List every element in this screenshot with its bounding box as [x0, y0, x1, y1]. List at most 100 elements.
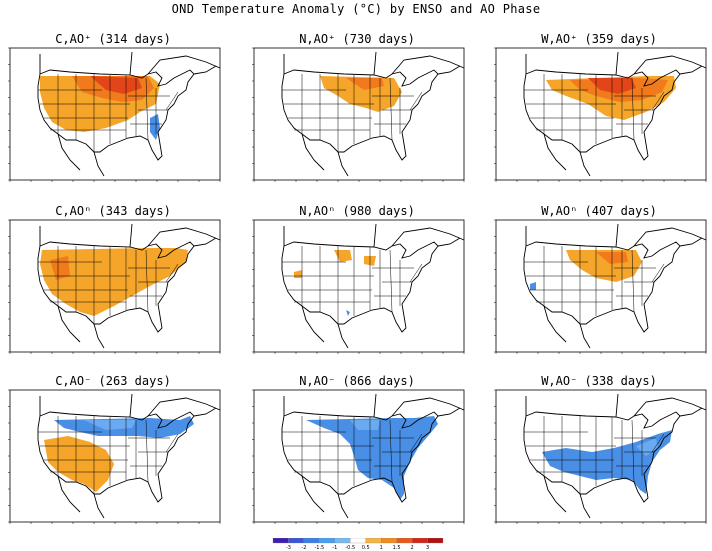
colorbar-swatch: [396, 538, 413, 544]
state-boundary: [389, 249, 393, 313]
colorbar-label: 1: [380, 545, 383, 550]
colorbar-swatch: [411, 538, 428, 544]
canada-border: [39, 51, 221, 76]
colorbar-label: 0.5: [362, 545, 370, 550]
state-boundary: [145, 77, 149, 141]
us-outline: [523, 69, 681, 161]
mexico-coast: [57, 475, 105, 519]
mexico-coast: [543, 475, 591, 519]
colorbar-swatch: [288, 538, 305, 544]
colorbar-swatch: [334, 538, 351, 544]
canada-border: [283, 393, 465, 418]
us-outline: [281, 69, 439, 161]
us-anomaly-map: [494, 389, 707, 524]
colorbar-swatch: [272, 538, 289, 544]
anomaly-region: [350, 420, 380, 430]
map-panel: N,AO⁻ (866 days): [248, 374, 466, 546]
map-panel: W,AO⁻ (338 days): [490, 374, 708, 546]
us-outline: [281, 411, 439, 503]
canada-border: [525, 51, 707, 76]
canada-border: [39, 223, 221, 248]
anomaly-region: [40, 248, 188, 316]
colorbar-swatch: [350, 538, 366, 544]
anomaly-region: [346, 310, 350, 316]
state-boundary: [389, 77, 393, 141]
colorbar-label: -0.5: [345, 545, 355, 550]
mexico-coast: [301, 475, 349, 519]
canada-border: [525, 393, 707, 418]
us-outline: [281, 241, 439, 333]
map-panel: C,AO⁻ (263 days): [4, 374, 222, 546]
anomaly-region: [90, 76, 142, 94]
panel-title: C,AO⁺ (314 days): [55, 32, 171, 46]
us-anomaly-map: [252, 47, 465, 182]
map-panel: C,AO⁺ (314 days): [4, 32, 222, 204]
state-boundary: [165, 263, 179, 283]
canada-border: [283, 51, 465, 76]
mexico-coast: [301, 133, 349, 177]
map-frame: [253, 219, 465, 353]
panel-title: N,AO⁺ (730 days): [299, 32, 415, 46]
us-anomaly-map: [494, 219, 707, 354]
state-boundary: [631, 249, 635, 313]
us-outline: [523, 241, 681, 333]
state-boundary: [145, 249, 149, 313]
canada-border: [283, 223, 465, 248]
panel-title: N,AO⁻ (866 days): [299, 374, 415, 388]
colorbar-swatch: [365, 538, 382, 544]
state-boundary: [409, 263, 423, 283]
us-anomaly-map: [494, 47, 707, 182]
map-frame: [253, 47, 465, 181]
us-anomaly-map: [8, 47, 221, 182]
state-boundary: [631, 77, 635, 141]
colorbar-label: -1: [332, 545, 337, 550]
anomaly-region: [334, 250, 352, 262]
panel-title: C,AOⁿ (343 days): [55, 204, 171, 218]
state-boundary: [651, 91, 665, 111]
us-outline: [37, 69, 195, 161]
mexico-coast: [57, 305, 105, 349]
us-anomaly-map: [252, 389, 465, 524]
anomaly-region: [306, 416, 438, 500]
panel-title: W,AO⁺ (359 days): [541, 32, 657, 46]
colorbar-swatch: [303, 538, 320, 544]
state-boundary: [409, 91, 423, 111]
us-anomaly-map: [8, 389, 221, 524]
colorbar-label: 1.5: [393, 545, 401, 550]
colorbar-label: 3: [426, 545, 429, 550]
us-outline: [523, 411, 681, 503]
map-panel: W,AOⁿ (407 days): [490, 204, 708, 376]
us-anomaly-map: [252, 219, 465, 354]
panel-title: W,AO⁻ (338 days): [541, 374, 657, 388]
colorbar-label: 2: [410, 545, 413, 550]
mexico-coast: [543, 305, 591, 349]
state-boundary: [651, 433, 665, 453]
anomaly-region: [44, 436, 114, 492]
map-panel: W,AO⁺ (359 days): [490, 32, 708, 204]
canada-border: [39, 393, 221, 418]
colorbar-swatch: [427, 538, 444, 544]
state-boundary: [165, 91, 179, 111]
us-outline: [37, 241, 195, 333]
map-frame: [495, 47, 707, 181]
panel-title: C,AO⁻ (263 days): [55, 374, 171, 388]
colorbar-swatch: [381, 538, 397, 544]
figure-title: OND Temperature Anomaly (°C) by ENSO and…: [171, 2, 541, 16]
colorbar: -3 -2 -1.5 -1 -0.5 0.5 1 1.5 2 3: [272, 538, 444, 550]
canada-border: [525, 223, 707, 248]
state-boundary: [409, 433, 423, 453]
us-outline: [37, 411, 195, 503]
mexico-coast: [301, 305, 349, 349]
mexico-coast: [543, 133, 591, 177]
state-boundary: [145, 419, 149, 483]
map-panel: N,AO⁺ (730 days): [248, 32, 466, 204]
panel-title: N,AOⁿ (980 days): [299, 204, 415, 218]
map-panel: C,AOⁿ (343 days): [4, 204, 222, 376]
anomaly-region: [530, 282, 536, 290]
colorbar-label: -2: [301, 545, 306, 550]
map-panel: N,AOⁿ (980 days): [248, 204, 466, 376]
panel-title: W,AOⁿ (407 days): [541, 204, 657, 218]
colorbar-swatch: [319, 538, 335, 544]
state-boundary: [651, 263, 665, 283]
us-anomaly-map: [8, 219, 221, 354]
